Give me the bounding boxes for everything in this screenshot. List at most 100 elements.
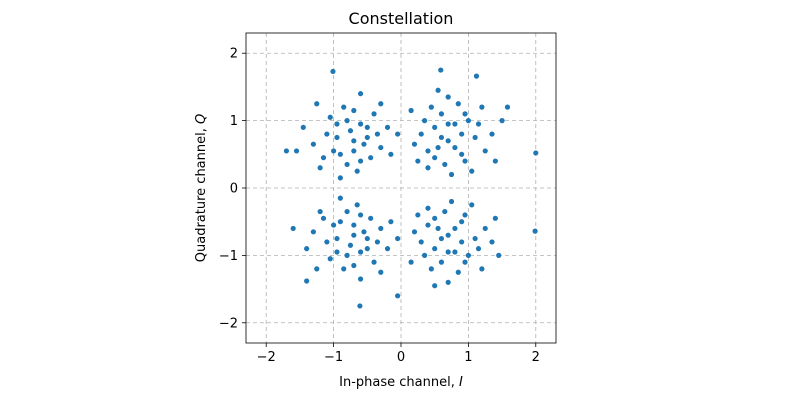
- data-point: [364, 235, 370, 242]
- data-point: [432, 155, 438, 161]
- data-point: [432, 124, 438, 130]
- data-point: [438, 67, 444, 73]
- data-point: [452, 225, 458, 232]
- data-point: [428, 104, 434, 110]
- data-point: [504, 104, 511, 110]
- data-point: [496, 252, 502, 258]
- data-point: [473, 73, 480, 79]
- data-point: [324, 131, 330, 137]
- data-point: [445, 232, 451, 238]
- y-tick-label: 2: [230, 47, 238, 62]
- data-point: [361, 229, 367, 235]
- data-point: [428, 266, 434, 272]
- data-point: [357, 91, 364, 97]
- data-point: [442, 208, 448, 215]
- grid: [246, 33, 556, 343]
- data-point: [445, 279, 451, 285]
- data-point: [445, 121, 451, 127]
- data-point: [489, 131, 495, 137]
- data-point: [320, 215, 327, 221]
- data-point: [304, 278, 310, 284]
- data-point: [452, 249, 458, 255]
- data-point: [337, 175, 343, 181]
- data-point: [408, 259, 414, 265]
- y-tick-label: −1: [219, 249, 238, 264]
- x-tick-label: 2: [532, 350, 540, 365]
- data-point: [462, 212, 468, 218]
- data-point: [455, 101, 461, 107]
- data-point: [324, 239, 330, 245]
- y-axis-label: Quadrature channel, Q: [194, 114, 209, 262]
- data-point: [310, 141, 316, 147]
- data-point: [337, 195, 343, 201]
- data-point: [357, 303, 363, 309]
- data-point: [462, 158, 468, 164]
- data-point: [469, 168, 475, 174]
- data-point: [452, 121, 458, 127]
- data-point: [435, 144, 441, 151]
- data-point: [354, 168, 360, 174]
- data-point: [442, 161, 448, 168]
- data-point: [445, 94, 451, 100]
- data-point: [310, 229, 316, 235]
- data-point: [388, 151, 394, 157]
- data-point: [368, 215, 374, 221]
- data-point: [395, 293, 401, 299]
- data-point: [374, 131, 381, 137]
- data-point: [341, 266, 347, 272]
- data-point: [357, 212, 364, 218]
- data-point: [351, 232, 357, 238]
- y-tick-label: −2: [219, 316, 238, 331]
- data-point: [317, 165, 323, 171]
- data-point: [482, 148, 488, 154]
- data-point: [347, 128, 354, 134]
- ticks: −2 −1 0 1 2 −2 −1 0 1 2: [219, 47, 540, 365]
- data-point: [479, 104, 485, 110]
- data-point: [492, 158, 498, 164]
- data-point: [354, 202, 360, 208]
- chart-title: Constellation: [349, 9, 454, 28]
- data-point: [357, 249, 364, 255]
- data-point: [347, 242, 354, 248]
- data-point: [384, 124, 391, 130]
- data-point: [411, 229, 418, 235]
- data-point: [351, 222, 357, 228]
- data-point: [448, 171, 455, 178]
- data-point: [459, 151, 465, 157]
- data-point: [283, 148, 290, 154]
- data-point: [432, 246, 438, 252]
- data-point: [532, 228, 538, 234]
- data-point: [462, 259, 468, 265]
- data-point: [344, 208, 350, 215]
- data-point: [368, 155, 374, 161]
- data-point: [300, 124, 306, 130]
- data-point: [371, 111, 377, 117]
- data-point: [475, 121, 482, 127]
- data-point: [334, 235, 340, 242]
- data-point: [459, 239, 465, 245]
- data-point: [364, 124, 370, 130]
- x-tick-label: 1: [464, 350, 472, 365]
- data-point: [432, 283, 438, 289]
- data-point: [465, 118, 471, 124]
- data-point: [364, 246, 370, 252]
- data-point: [415, 212, 421, 218]
- data-point: [459, 219, 465, 225]
- data-point: [351, 138, 357, 144]
- data-point: [330, 68, 336, 75]
- data-point: [435, 87, 441, 93]
- data-point: [465, 252, 471, 258]
- data-point: [425, 148, 431, 154]
- data-point: [293, 148, 300, 154]
- data-point: [327, 114, 333, 120]
- data-point: [334, 121, 340, 127]
- data-point: [361, 141, 367, 147]
- x-tick-label: −2: [257, 350, 276, 365]
- data-point: [479, 266, 485, 272]
- data-point: [320, 155, 327, 161]
- data-point: [445, 138, 451, 144]
- data-point: [304, 246, 310, 252]
- data-point: [462, 111, 468, 117]
- data-point: [344, 252, 350, 258]
- data-point: [344, 161, 350, 168]
